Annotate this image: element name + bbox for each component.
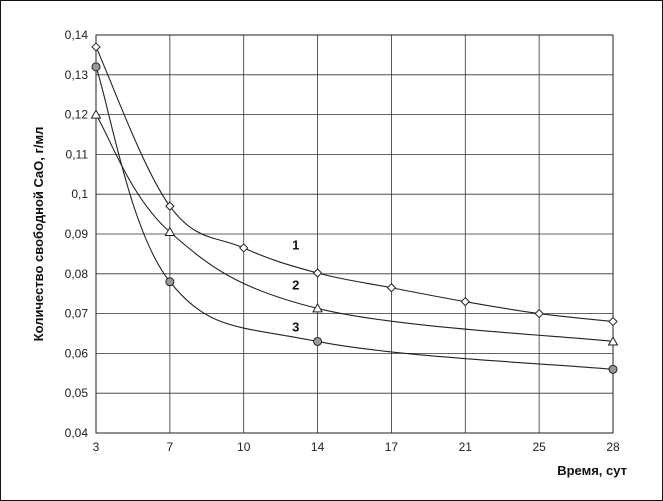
y-tick-label: 0,06 <box>65 346 89 360</box>
series-1-point <box>386 283 397 293</box>
x-tick-label: 10 <box>237 440 251 454</box>
series-1-line <box>95 46 614 323</box>
tick-labels: 0,04 0,05 0,06 0,07 0,08 0,09 0,1 0,11 0,12 0,13 0… <box>65 28 620 454</box>
y-tick-label: 0,07 <box>65 307 89 321</box>
y-tick-label: 0,12 <box>65 108 89 122</box>
y-tick-label: 0,04 <box>65 426 89 440</box>
x-tick-label: 7 <box>167 440 174 454</box>
series-2-point <box>607 335 619 346</box>
y-tick-label: 0,09 <box>65 227 89 241</box>
y-tick-label: 0,11 <box>66 147 89 161</box>
y-tick-label: 0,05 <box>65 386 89 400</box>
series-3-point <box>608 364 618 374</box>
series-1-point <box>312 268 323 278</box>
x-tick-label: 3 <box>93 440 100 454</box>
series-3-point <box>91 62 101 72</box>
series-1-point <box>608 316 618 327</box>
series-1-point <box>460 296 470 307</box>
series-2-line <box>95 114 614 343</box>
series-3-point <box>313 336 323 346</box>
x-axis-title: Время, сут <box>557 463 627 478</box>
series-2-point <box>312 302 323 313</box>
y-tick-label: 0,1 <box>71 187 88 201</box>
x-tick-label: 28 <box>606 440 620 454</box>
series-3-point <box>165 277 175 287</box>
y-tick-label: 0,13 <box>65 68 89 82</box>
plot-border <box>95 34 614 434</box>
y-tick-label: 0,14 <box>65 28 89 42</box>
series-3-line <box>95 66 614 370</box>
series-markers <box>90 42 619 374</box>
x-tick-label: 25 <box>532 440 546 454</box>
series-1-point <box>91 42 101 52</box>
series-2-label: 2 <box>292 278 299 293</box>
x-tick-label: 17 <box>385 440 399 454</box>
series-3-label: 3 <box>292 320 299 335</box>
x-tick-label: 21 <box>459 440 473 454</box>
series-curves <box>95 46 614 370</box>
series-1-point <box>239 243 249 253</box>
series-labels: 1 2 3 <box>292 238 299 335</box>
series-2-point <box>90 109 102 119</box>
series-1-point <box>165 201 175 211</box>
y-tick-label: 0,08 <box>65 267 89 281</box>
series-1-point <box>534 308 544 319</box>
series-2-point <box>164 226 176 237</box>
x-tick-label: 14 <box>311 440 325 454</box>
series-1-label: 1 <box>292 238 299 253</box>
y-axis-title: Количество свободной CaO, г/мл <box>31 127 46 342</box>
